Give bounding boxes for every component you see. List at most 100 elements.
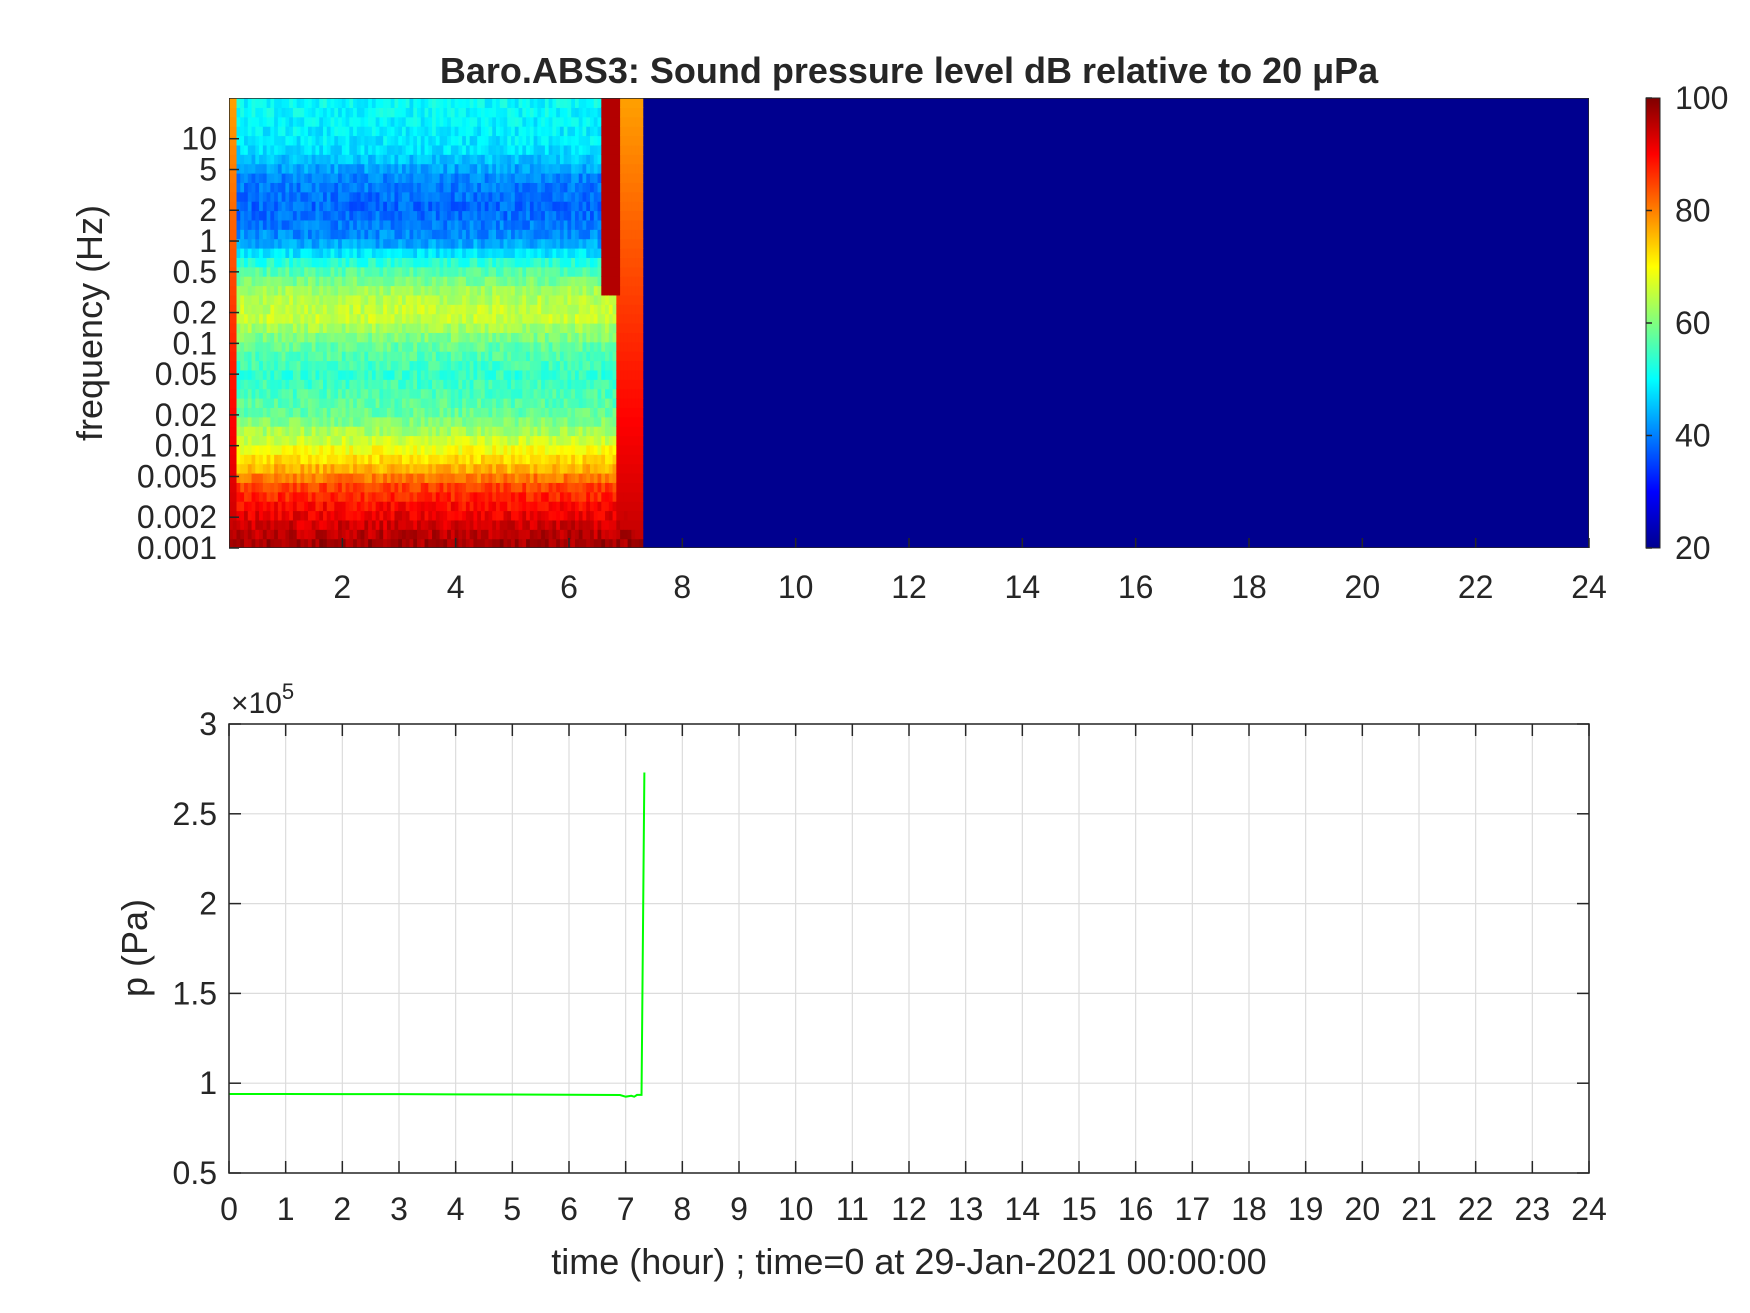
- heatmap-cell: [480, 444, 486, 455]
- heatmap-cell: [300, 257, 305, 268]
- heatmap-cell: [319, 379, 324, 390]
- heatmap-cell: [593, 219, 599, 230]
- heatmap-cell: [582, 144, 587, 155]
- heatmap-cell: [496, 107, 501, 118]
- heatmap-cell: [251, 304, 256, 315]
- heatmap-cell: [255, 426, 260, 437]
- heatmap-cell: [563, 398, 569, 408]
- heatmap-cell: [353, 116, 358, 127]
- heatmap-cell: [401, 538, 407, 548]
- heatmap-cell: [567, 116, 572, 127]
- heatmap-cell: [522, 257, 527, 268]
- heatmap-cell: [514, 276, 520, 287]
- heatmap-cell: [390, 98, 396, 108]
- heatmap-cell: [232, 332, 238, 343]
- heatmap-cell: [586, 238, 591, 249]
- heatmap-cell: [236, 163, 241, 174]
- heatmap-cell: [567, 388, 572, 399]
- heatmap-cell: [571, 482, 576, 493]
- heatmap-cell: [450, 510, 456, 521]
- heatmap-cell: [522, 163, 527, 174]
- heatmap-cell: [526, 238, 531, 249]
- heatmap-cell: [240, 304, 245, 315]
- heatmap-cell: [424, 491, 429, 502]
- heatmap-cell: [526, 98, 531, 108]
- heatmap-cell: [435, 407, 441, 418]
- heatmap-cell: [262, 116, 268, 127]
- heatmap-cell: [285, 107, 290, 118]
- heatmap-cell: [511, 107, 516, 118]
- heatmap-cell: [417, 173, 422, 183]
- heatmap-cell: [323, 294, 328, 305]
- heatmap-cell: [582, 107, 587, 118]
- heatmap-cell: [620, 538, 625, 548]
- heatmap-cell: [285, 473, 290, 483]
- heatmap-cell: [454, 98, 459, 108]
- heatmap-cell: [334, 369, 339, 380]
- heatmap-cell: [447, 501, 452, 512]
- heatmap-cell: [559, 98, 565, 108]
- heatmap-cell: [586, 351, 591, 362]
- heatmap-cell: [236, 323, 241, 333]
- heatmap-cell: [401, 379, 407, 390]
- heatmap-cell: [503, 285, 508, 296]
- heatmap-cell: [244, 201, 249, 212]
- heatmap-cell: [289, 154, 294, 165]
- heatmap-cell: [341, 369, 347, 380]
- heatmap-cell: [251, 379, 256, 390]
- heatmap-cell: [567, 482, 572, 493]
- heatmap-cell: [432, 219, 437, 230]
- heatmap-cell: [296, 473, 302, 483]
- heatmap-cell: [413, 238, 418, 249]
- heatmap-cell: [443, 426, 448, 437]
- heatmap-cell: [364, 501, 369, 512]
- heatmap-cell: [559, 173, 565, 183]
- heatmap-cell: [277, 229, 283, 240]
- heatmap-cell: [567, 369, 572, 380]
- heatmap-cell: [443, 435, 448, 446]
- heatmap-cell: [319, 407, 324, 418]
- heatmap-cell: [462, 201, 467, 212]
- heatmap-cell: [454, 229, 459, 240]
- heatmap-cell: [371, 107, 377, 118]
- heatmap-cell: [458, 210, 463, 221]
- heatmap-cell: [477, 379, 482, 390]
- heatmap-cell: [443, 191, 448, 202]
- heatmap-cell: [567, 473, 572, 483]
- heatmap-cell: [420, 210, 426, 221]
- heatmap-cell: [300, 491, 305, 502]
- heatmap-cell: [582, 454, 587, 465]
- heatmap-cell: [240, 407, 245, 418]
- heatmap-cell: [567, 351, 572, 362]
- heatmap-cell: [341, 482, 347, 493]
- heatmap-cell: [590, 473, 595, 483]
- heatmap-cell: [236, 135, 241, 146]
- heatmap-cell: [537, 126, 542, 137]
- heatmap-cell: [371, 210, 377, 221]
- heatmap-cell: [292, 360, 298, 371]
- heatmap-cell: [593, 126, 599, 137]
- heatmap-cell: [465, 341, 471, 352]
- heatmap-cell: [488, 388, 493, 399]
- heatmap-cell: [413, 304, 418, 315]
- heatmap-cell: [597, 510, 602, 521]
- heatmap-cell: [281, 98, 287, 108]
- heatmap-cell: [360, 341, 365, 352]
- heatmap-cell: [341, 313, 347, 324]
- heatmap-cell: [597, 491, 602, 502]
- heatmap-cell: [307, 444, 313, 455]
- heatmap-cell: [266, 341, 271, 352]
- heatmap-cell: [511, 210, 516, 221]
- heatmap-cell: [386, 398, 392, 408]
- heatmap-cell: [247, 98, 253, 108]
- heatmap-cell: [503, 219, 508, 230]
- heatmap-cell: [229, 407, 234, 418]
- heatmap-cell: [259, 210, 264, 221]
- heatmap-cell: [341, 107, 347, 118]
- heatmap-cell: [364, 529, 369, 540]
- heatmap-cell: [315, 501, 320, 512]
- heatmap-cell: [578, 351, 584, 362]
- heatmap-cell: [334, 182, 339, 193]
- heatmap-cell: [507, 360, 512, 371]
- heatmap-cell: [484, 163, 490, 174]
